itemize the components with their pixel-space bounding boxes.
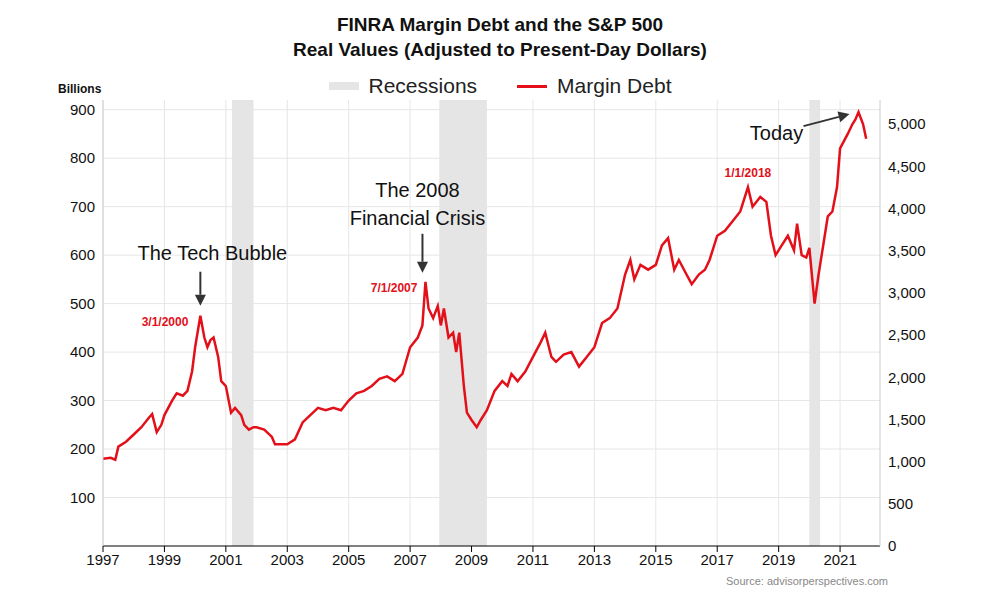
svg-text:2021: 2021 — [823, 551, 856, 568]
svg-text:200: 200 — [70, 440, 95, 457]
html-text:Source: advisorperspectives.co: Source: advisorperspectives.com — [726, 575, 888, 587]
svg-text:700: 700 — [70, 198, 95, 215]
svg-text:2019: 2019 — [762, 551, 795, 568]
svg-text:1997: 1997 — [86, 551, 119, 568]
svg-text:Today: Today — [750, 122, 803, 144]
html-text:Margin Debt: Margin Debt — [557, 74, 672, 97]
svg-text:2013: 2013 — [578, 551, 611, 568]
svg-text:2007: 2007 — [393, 551, 426, 568]
svg-text:4,000: 4,000 — [888, 200, 926, 217]
svg-text:500: 500 — [70, 295, 95, 312]
svg-text:5,000: 5,000 — [888, 115, 926, 132]
svg-text:100: 100 — [70, 489, 95, 506]
svg-text:2003: 2003 — [271, 551, 304, 568]
svg-text:800: 800 — [70, 149, 95, 166]
svg-text:300: 300 — [70, 392, 95, 409]
html-text:FINRA Margin Debt and the S&P: FINRA Margin Debt and the S&P 500 — [336, 14, 664, 35]
svg-text:Financial Crisis: Financial Crisis — [350, 207, 486, 229]
svg-text:3/1/2000: 3/1/2000 — [142, 315, 189, 329]
html-text:Recessions: Recessions — [368, 74, 478, 97]
svg-text:3,000: 3,000 — [888, 284, 926, 301]
svg-text:2017: 2017 — [701, 551, 734, 568]
svg-text:The Tech Bubble: The Tech Bubble — [137, 242, 287, 264]
svg-text:7/1/2007: 7/1/2007 — [371, 281, 418, 295]
svg-text:2,000: 2,000 — [888, 369, 926, 386]
svg-text:2011: 2011 — [517, 551, 549, 568]
svg-text:2009: 2009 — [455, 551, 488, 568]
html-text:Billions: Billions — [58, 82, 102, 96]
svg-text:2001: 2001 — [209, 551, 242, 568]
svg-text:1/1/2018: 1/1/2018 — [725, 166, 772, 180]
svg-text:2015: 2015 — [639, 551, 672, 568]
svg-text:1,000: 1,000 — [888, 453, 926, 470]
svg-text:900: 900 — [70, 101, 95, 118]
svg-text:4,500: 4,500 — [888, 158, 926, 175]
svg-text:0: 0 — [888, 537, 896, 554]
svg-text:500: 500 — [888, 495, 913, 512]
html-text:Real Values (Adjusted to Prese: Real Values (Adjusted to Present-Day Dol… — [293, 39, 707, 60]
svg-text:2,500: 2,500 — [888, 326, 926, 343]
svg-text:The 2008: The 2008 — [375, 179, 460, 201]
svg-text:3,500: 3,500 — [888, 242, 926, 259]
svg-text:1999: 1999 — [148, 551, 181, 568]
svg-text:2005: 2005 — [332, 551, 365, 568]
svg-text:400: 400 — [70, 343, 95, 360]
svg-text:1,500: 1,500 — [888, 411, 926, 428]
svg-text:600: 600 — [70, 246, 95, 263]
